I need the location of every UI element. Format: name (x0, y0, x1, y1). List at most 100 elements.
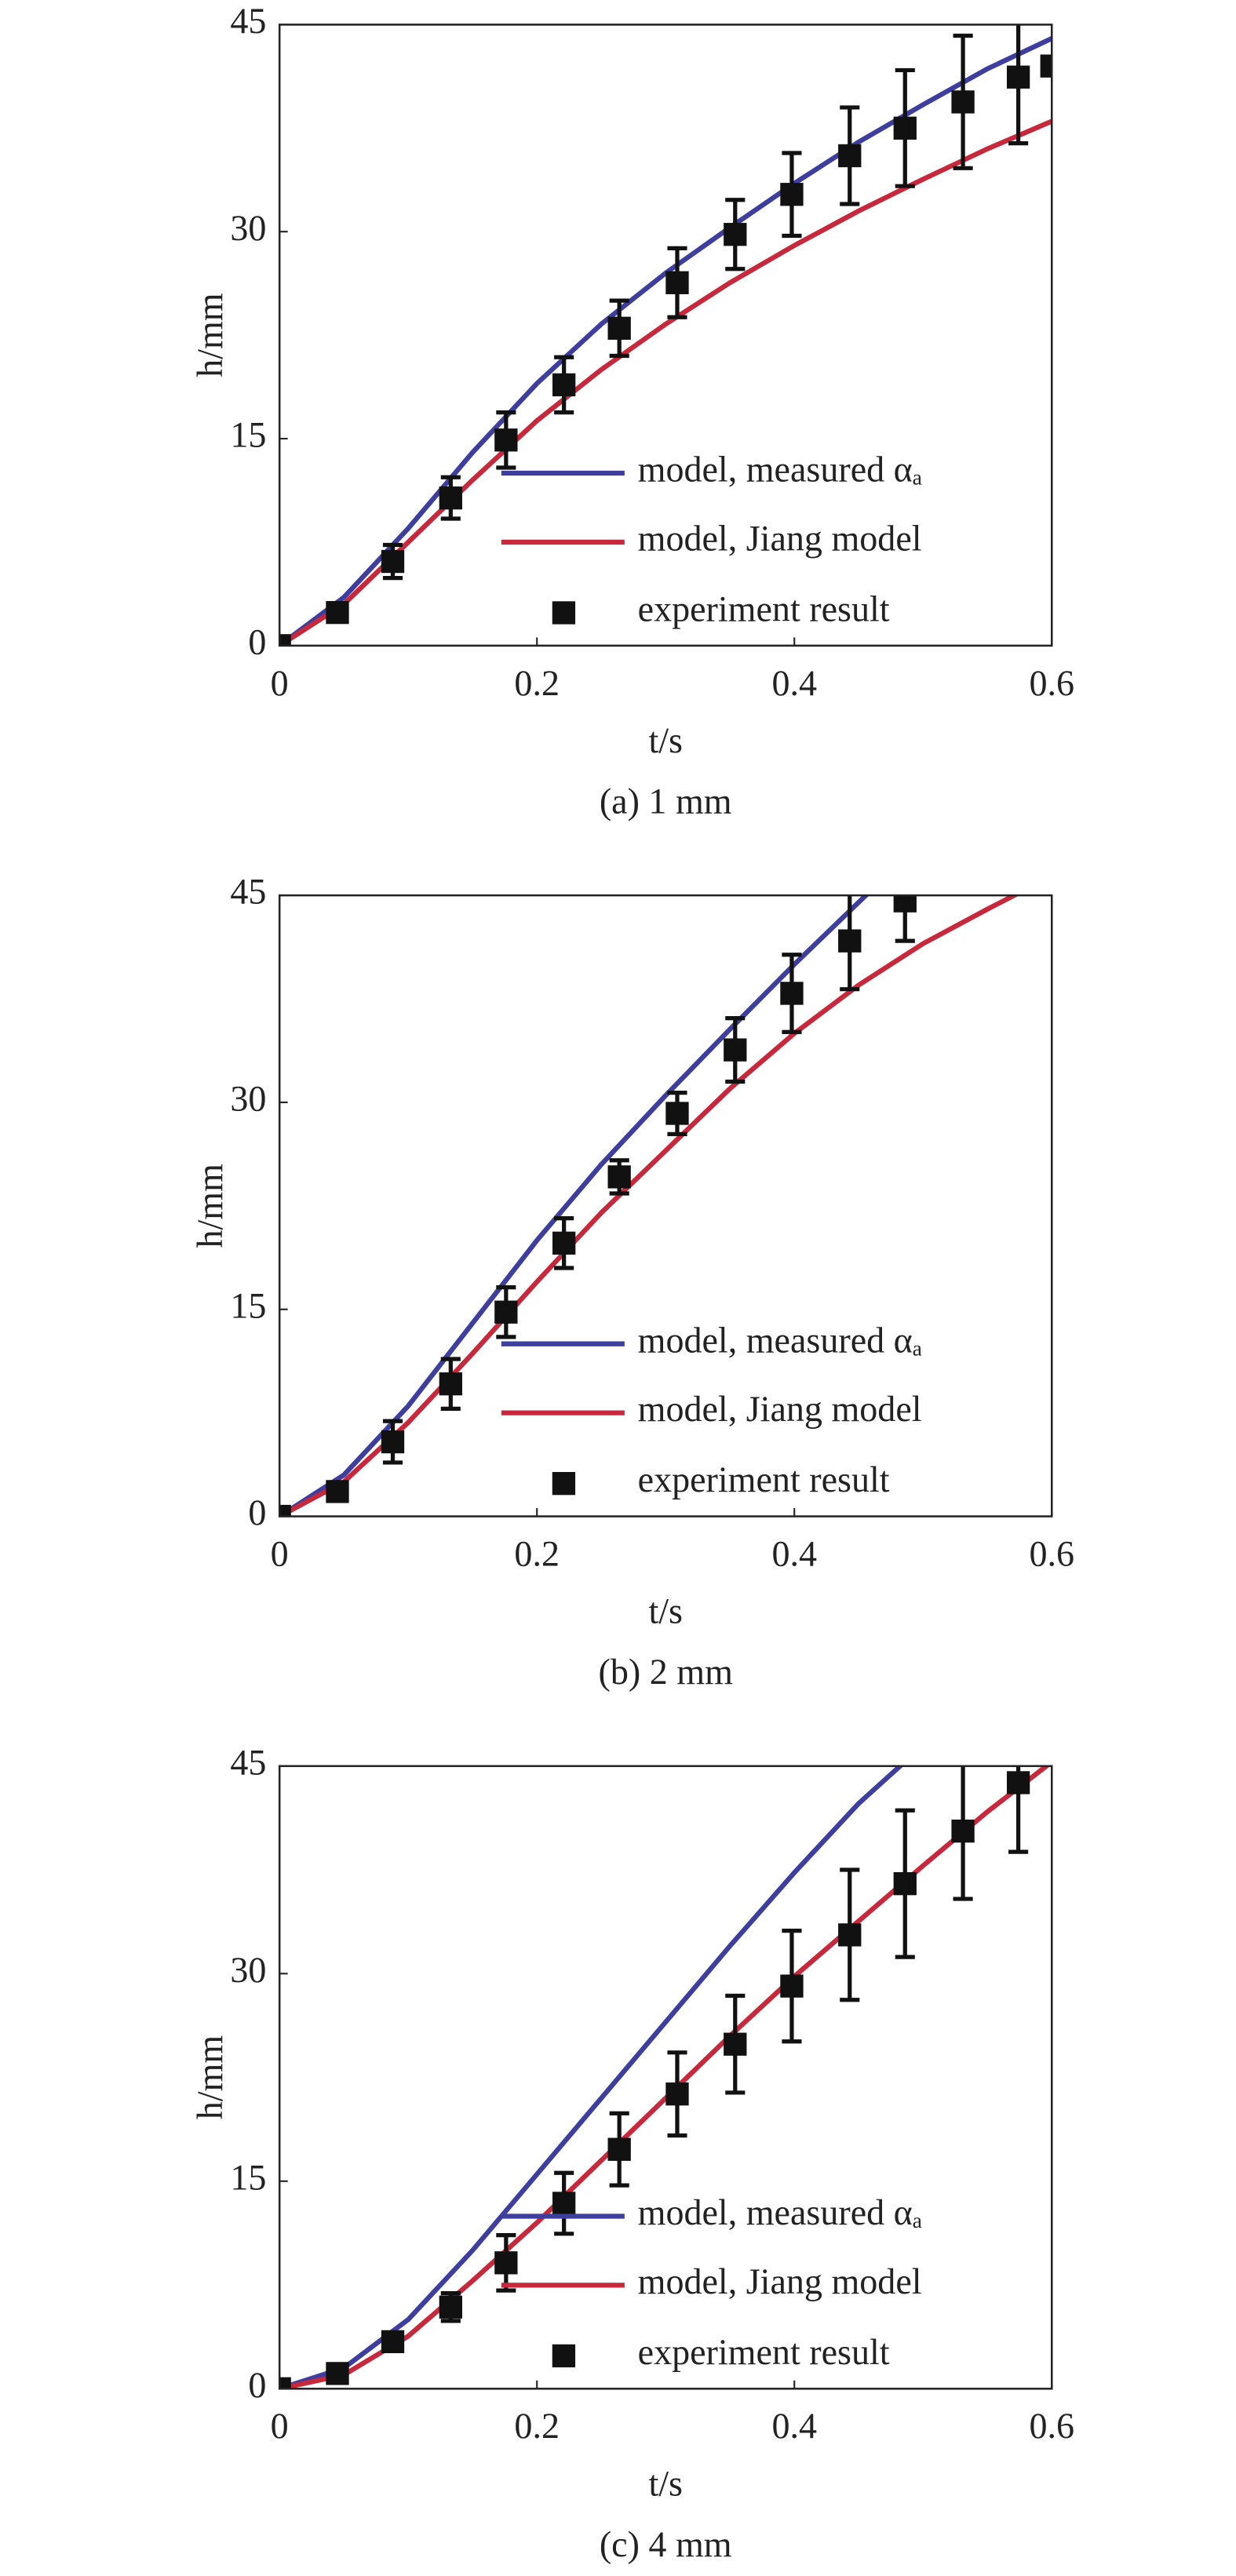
marker (724, 1038, 747, 1062)
y-tick-label: 45 (230, 872, 266, 912)
chart: 0 15 30 45 0 0.2 0.4 0.6 t/s h/mm (a) 1 mm model, m… (190, 1, 1074, 822)
marker (326, 2362, 349, 2385)
legend-label: model, measured αₐ (638, 1320, 923, 1360)
x-tick-label: 0.4 (771, 663, 817, 703)
y-tick-label: 0 (248, 1492, 266, 1532)
x-axis-label: t/s (648, 2464, 683, 2504)
x-tick-label: 0.2 (514, 1533, 560, 1573)
caption: (a) 1 mm (600, 782, 732, 822)
y-tick-label: 45 (230, 1742, 266, 1782)
x-tick-label: 0 (271, 663, 289, 703)
x-tick-label: 0.2 (514, 2406, 560, 2446)
plot-area (279, 1765, 1051, 2389)
marker (494, 2251, 518, 2275)
y-tick-label: 15 (230, 415, 266, 455)
y-axis-label: h/mm (190, 293, 230, 377)
caption: (b) 2 mm (599, 1652, 734, 1692)
marker (665, 1102, 689, 1125)
x-axis-label: t/s (648, 1591, 683, 1631)
x-tick-label: 0.2 (514, 663, 560, 703)
y-tick-label: 30 (230, 1078, 266, 1118)
y-tick-label: 45 (230, 1, 266, 41)
plot-frame (278, 1765, 1053, 2390)
marker (279, 634, 291, 646)
caption: (c) 4 mm (600, 2524, 732, 2564)
marker (780, 1974, 804, 1998)
legend-marker (552, 601, 576, 625)
line (279, 895, 870, 1517)
marker (381, 2330, 405, 2354)
marker (494, 428, 518, 452)
marker (1006, 65, 1030, 89)
legend-marker (552, 2344, 576, 2368)
line (279, 1765, 1051, 2389)
marker (893, 1872, 917, 1896)
marker (439, 486, 462, 510)
chart: 0 15 30 45 0 0.2 0.4 0.6 t/s h/mm (c) 4 mm model, m… (190, 1742, 1074, 2564)
marker (494, 1300, 518, 1324)
y-tick-label: 30 (230, 208, 266, 248)
x-tick-label: 0 (271, 2406, 289, 2446)
line (279, 118, 1052, 646)
marker (838, 1923, 862, 1947)
marker (552, 2192, 576, 2215)
marker (780, 982, 804, 1005)
marker (665, 2082, 689, 2106)
y-axis-label: h/mm (190, 2035, 230, 2120)
marker (893, 895, 917, 913)
y-tick-label: 30 (230, 1950, 266, 1990)
x-tick-label: 0 (271, 1533, 289, 1573)
marker (951, 1820, 975, 1843)
marker (381, 549, 405, 574)
marker (439, 2295, 462, 2319)
line (279, 36, 1052, 646)
marker (607, 1165, 631, 1189)
line (279, 895, 1020, 1517)
line (279, 1765, 904, 2389)
marker (951, 90, 975, 114)
y-tick-label: 15 (230, 2157, 266, 2197)
marker (607, 316, 631, 340)
marker (724, 2032, 747, 2056)
x-tick-label: 0.4 (771, 1533, 817, 1573)
marker (838, 144, 862, 168)
marker (381, 1430, 405, 1454)
marker (665, 271, 689, 294)
legend-label: experiment result (638, 589, 890, 629)
marker (838, 929, 862, 953)
marker (439, 1372, 462, 1396)
marker (279, 2377, 291, 2389)
x-tick-label: 0.6 (1029, 663, 1074, 703)
marker (893, 116, 917, 140)
marker (780, 183, 804, 206)
legend-label: model, Jiang model (638, 1389, 922, 1429)
legend-label: experiment result (638, 1459, 890, 1499)
marker (279, 1504, 291, 1517)
marker (552, 373, 576, 397)
legend-label: model, measured αₐ (638, 450, 923, 490)
y-tick-label: 0 (248, 2365, 266, 2405)
x-axis-label: t/s (648, 720, 683, 760)
chart: 0 15 30 45 0 0.2 0.4 0.6 t/s h/mm (b) 2 mm model, m… (190, 872, 1074, 1692)
plot-area (279, 24, 1052, 646)
x-tick-label: 0.4 (771, 2406, 817, 2446)
marker (326, 1480, 349, 1503)
x-tick-label: 0.6 (1029, 1533, 1074, 1573)
legend-label: experiment result (638, 2332, 890, 2372)
legend-label: model, Jiang model (638, 2261, 922, 2301)
marker (724, 223, 747, 246)
legend-marker (552, 1472, 576, 1496)
y-tick-label: 0 (248, 621, 266, 661)
plot-area (279, 895, 1020, 1517)
marker (1006, 1771, 1030, 1794)
plot-frame (278, 894, 1053, 1518)
marker (326, 600, 349, 625)
x-tick-label: 0.6 (1029, 2406, 1074, 2446)
marker (1040, 54, 1052, 78)
y-axis-label: h/mm (190, 1164, 230, 1248)
plot-frame (278, 24, 1053, 647)
marker (607, 2137, 631, 2161)
y-tick-label: 15 (230, 1285, 266, 1325)
